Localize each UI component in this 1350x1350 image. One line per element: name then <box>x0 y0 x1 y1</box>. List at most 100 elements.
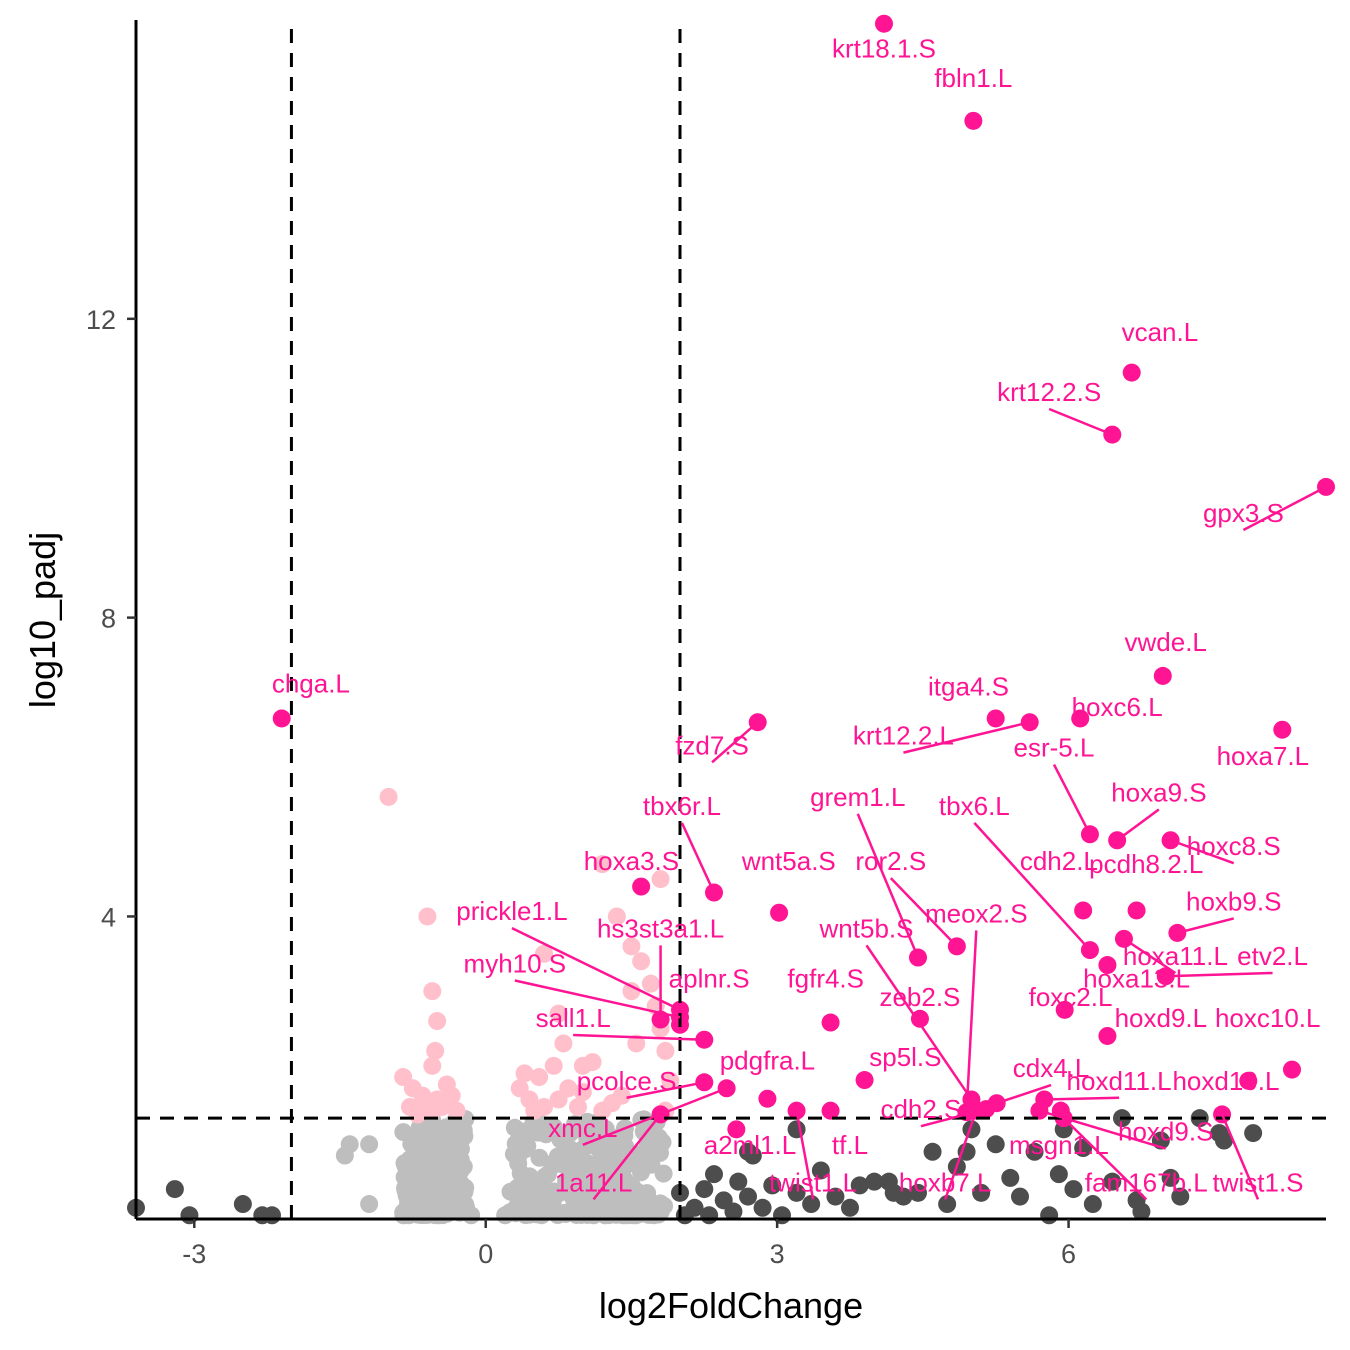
point-foldchange-only <box>1001 1168 1020 1187</box>
point-foldchange-only <box>841 1198 859 1217</box>
y-tick-label: 12 <box>86 305 116 335</box>
point-pvalue-only <box>428 1012 447 1031</box>
gene-label: wnt5a.S <box>741 846 836 876</box>
label-leader-lines <box>511 407 1327 1201</box>
point-not-significant <box>583 1202 602 1221</box>
point-not-significant <box>634 1122 653 1141</box>
point-pvalue-only <box>416 1094 435 1113</box>
point-not-significant <box>561 1140 580 1159</box>
gene-label: pdgfra.L <box>720 1046 815 1076</box>
gene-label: tf.L <box>832 1130 868 1160</box>
gene-label: fgfr4.S <box>787 963 864 993</box>
point-not-significant <box>559 1124 578 1143</box>
leader-line <box>856 813 920 959</box>
point-significant <box>632 877 651 896</box>
point-not-significant <box>649 1128 668 1147</box>
leader-line <box>1177 917 1235 935</box>
gene-label: hs3st3a1.L <box>597 913 724 943</box>
gene-label: esr-5.L <box>1014 733 1095 763</box>
point-not-significant <box>426 1147 445 1166</box>
leader-line <box>973 822 1091 951</box>
gene-label: hoxa7.L <box>1217 741 1310 771</box>
point-pvalue-only <box>447 1101 466 1120</box>
point-significant <box>1098 956 1117 975</box>
gene-label: fam167b.L <box>1085 1167 1208 1197</box>
gene-label: hoxb7.L <box>899 1167 992 1197</box>
gene-label: tbx6.L <box>939 791 1010 821</box>
gene-label: wnt5b.S <box>819 913 914 943</box>
gene-label: hoxa9.S <box>1111 777 1206 807</box>
gene-label: hoxa3.S <box>584 846 679 876</box>
gene-label: hoxd11.L <box>1067 1066 1172 1096</box>
point-significant <box>758 1089 777 1108</box>
leader-line <box>889 877 958 948</box>
leader-line <box>1048 407 1113 436</box>
gene-label: gpx3.S <box>1203 498 1284 528</box>
point-foldchange-only <box>700 1206 719 1225</box>
y-axis-title: log10_padj <box>22 532 63 708</box>
point-not-significant <box>631 1157 650 1176</box>
point-pvalue-only <box>535 944 553 963</box>
point-significant <box>1153 666 1172 685</box>
gene-label: cdh2.S <box>880 1094 961 1124</box>
point-pvalue-only <box>379 787 398 806</box>
point-foldchange-only <box>850 1176 869 1195</box>
point-pvalue-only <box>515 1064 534 1083</box>
point-foldchange-only <box>1049 1165 1068 1184</box>
x-tick-label: 6 <box>1061 1239 1076 1269</box>
point-foldchange-only <box>1171 1187 1190 1206</box>
point-pvalue-only <box>426 1041 445 1060</box>
gene-label: hoxb9.S <box>1186 886 1281 916</box>
point-foldchange-only <box>802 1195 821 1214</box>
point-significant <box>875 14 893 33</box>
point-not-significant <box>638 1184 657 1203</box>
point-foldchange-only <box>724 1202 743 1221</box>
leader-line <box>626 1081 705 1099</box>
point-significant <box>1127 901 1146 920</box>
leader-line <box>680 822 716 894</box>
point-pvalue-only <box>627 1034 646 1053</box>
gene-label: 1a11.L <box>555 1167 633 1197</box>
leader-line <box>514 979 681 1019</box>
point-not-significant <box>655 1196 674 1215</box>
point-not-significant <box>600 1187 619 1206</box>
gene-label: foxc2.L <box>1029 982 1113 1012</box>
leader-line <box>1044 1096 1120 1101</box>
gene-label: etv2.L <box>1237 941 1308 971</box>
gene-label: grem1.L <box>810 782 905 812</box>
point-significant <box>1239 1071 1258 1090</box>
leader-line <box>1220 1113 1260 1200</box>
point-not-significant <box>530 1148 549 1167</box>
gene-label: krt12.2.L <box>853 721 954 751</box>
point-pvalue-only <box>593 855 612 874</box>
leader-line <box>1039 1109 1167 1150</box>
gene-label: hoxc8.S <box>1187 831 1281 861</box>
point-significant <box>1273 720 1292 739</box>
gene-label: sall1.L <box>536 1003 611 1033</box>
point-not-significant <box>407 1168 426 1187</box>
point-pvalue-only <box>530 1068 549 1087</box>
gene-label: hoxc10.L <box>1215 1003 1321 1033</box>
gene-label: ror2.S <box>855 846 926 876</box>
point-not-significant <box>430 1175 449 1194</box>
leader-line <box>1116 808 1160 842</box>
point-foldchange-only <box>826 1187 845 1206</box>
data-points <box>127 14 1335 1225</box>
point-pvalue-only <box>442 1086 461 1105</box>
point-significant <box>821 1013 840 1032</box>
gene-label: meox2.S <box>925 898 1028 928</box>
point-foldchange-only <box>1025 1142 1044 1161</box>
point-not-significant <box>529 1123 548 1142</box>
point-significant <box>1122 363 1141 382</box>
point-not-significant <box>360 1135 379 1154</box>
gene-label: hoxd9.L <box>1115 1003 1208 1033</box>
point-foldchange-only <box>884 1183 903 1202</box>
point-foldchange-only <box>729 1172 748 1191</box>
gene-label: myh10.S <box>464 948 567 978</box>
leader-line <box>1123 937 1177 975</box>
point-pvalue-only <box>656 1041 675 1060</box>
point-foldchange-only <box>1074 1139 1093 1158</box>
gene-label: cdx4.L <box>1013 1053 1090 1083</box>
point-pvalue-only <box>525 1101 544 1120</box>
